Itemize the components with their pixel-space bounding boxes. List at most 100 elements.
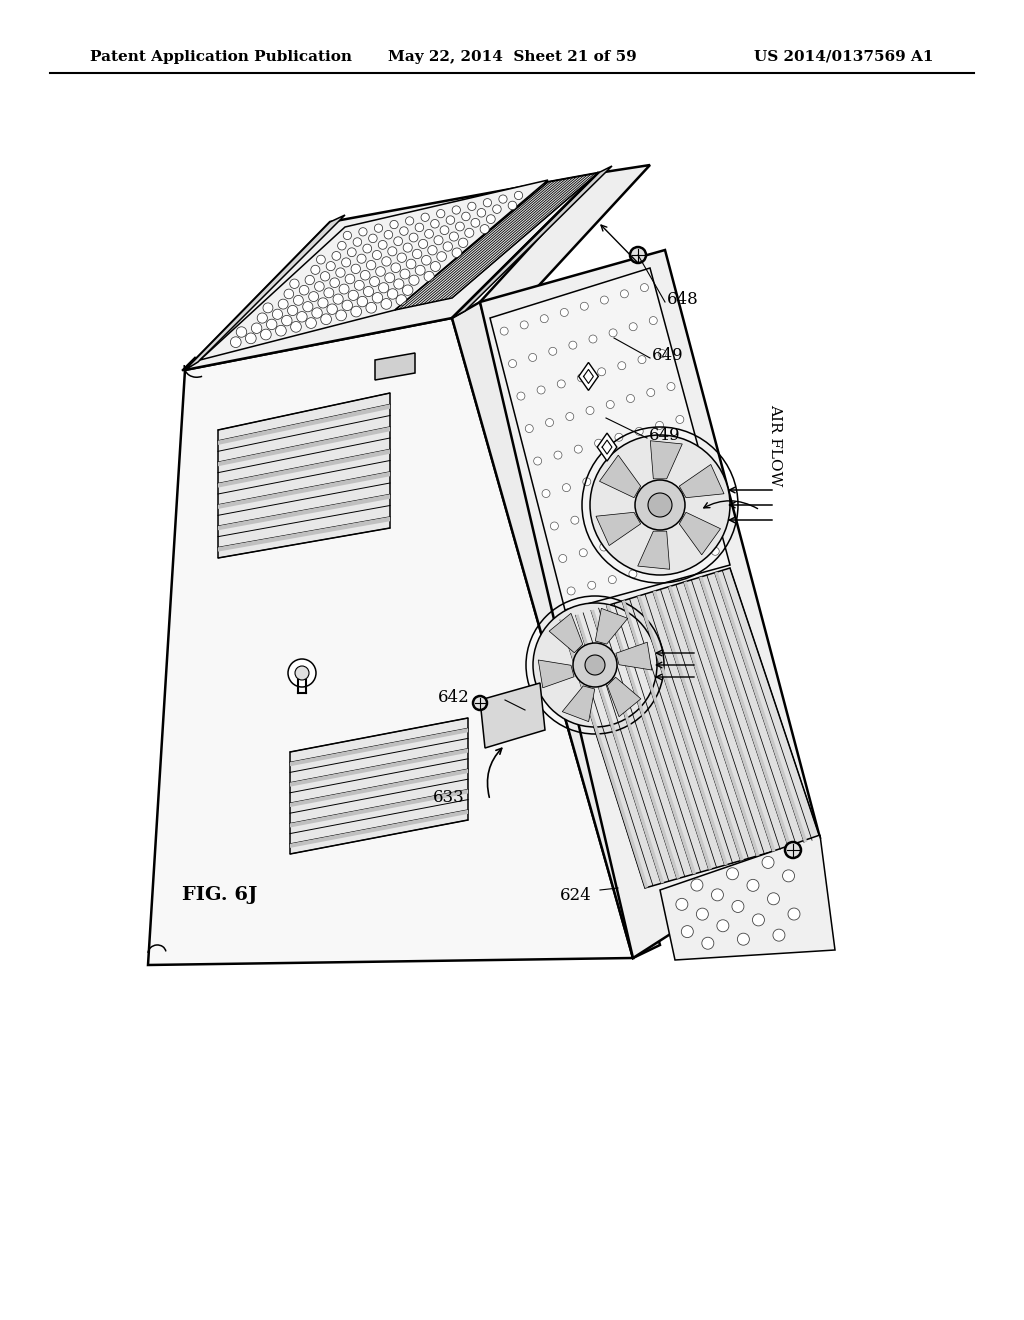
Circle shape [299,285,309,294]
Circle shape [330,279,340,288]
Circle shape [554,451,562,459]
Polygon shape [395,173,598,310]
Text: 642: 642 [438,689,470,706]
Circle shape [648,492,672,517]
Polygon shape [218,426,390,466]
Circle shape [327,261,335,271]
Circle shape [409,275,419,285]
Circle shape [647,388,654,396]
Circle shape [230,337,241,347]
Circle shape [376,267,385,276]
Circle shape [673,487,681,495]
Circle shape [387,289,397,300]
Circle shape [608,576,616,583]
Circle shape [641,532,649,540]
Circle shape [347,248,356,256]
Polygon shape [452,302,660,958]
Circle shape [681,925,693,937]
Polygon shape [599,455,641,498]
Circle shape [311,265,319,275]
Circle shape [477,209,485,216]
Polygon shape [480,249,820,958]
Circle shape [549,347,557,355]
Circle shape [617,362,626,370]
Circle shape [473,696,487,710]
Circle shape [297,312,307,322]
Circle shape [366,302,377,313]
Polygon shape [596,512,641,545]
Circle shape [288,305,298,315]
Polygon shape [290,770,468,807]
Circle shape [559,554,566,562]
Polygon shape [591,610,680,879]
Polygon shape [679,465,724,498]
Circle shape [600,543,608,550]
Circle shape [421,213,429,222]
Polygon shape [185,173,598,370]
Circle shape [690,553,698,561]
Circle shape [369,234,377,243]
Polygon shape [480,682,545,748]
Circle shape [767,892,779,904]
Circle shape [388,247,397,256]
Circle shape [452,248,462,257]
Text: 649: 649 [649,428,681,445]
Circle shape [655,421,664,429]
Circle shape [311,308,323,318]
Circle shape [598,368,605,376]
Circle shape [640,284,648,292]
Polygon shape [615,643,652,671]
Polygon shape [290,748,468,787]
Text: FIG. 6J: FIG. 6J [182,886,258,904]
Circle shape [785,842,801,858]
Circle shape [290,279,299,288]
Circle shape [406,216,414,224]
Polygon shape [185,215,345,370]
Text: 648: 648 [667,292,698,309]
Circle shape [632,499,640,507]
Text: 649: 649 [652,346,684,363]
Circle shape [282,315,292,326]
Circle shape [691,879,702,891]
Circle shape [385,273,394,282]
Circle shape [676,416,684,424]
Circle shape [295,667,309,680]
Circle shape [528,354,537,362]
Circle shape [354,280,365,290]
Circle shape [621,290,629,298]
Circle shape [534,603,657,727]
Circle shape [345,275,354,284]
Circle shape [339,284,349,294]
Circle shape [336,310,346,321]
Circle shape [462,213,470,220]
Circle shape [272,309,283,319]
Circle shape [413,249,422,259]
Circle shape [667,383,675,391]
Circle shape [397,253,407,263]
Circle shape [288,659,316,686]
Circle shape [638,355,646,363]
Circle shape [560,309,568,317]
Circle shape [399,227,409,235]
Circle shape [246,333,256,343]
Circle shape [500,327,508,335]
Circle shape [332,252,341,260]
Circle shape [391,263,400,272]
Circle shape [600,296,608,304]
Polygon shape [375,352,415,380]
Circle shape [508,201,517,210]
Circle shape [360,271,370,280]
Circle shape [629,570,637,578]
Circle shape [419,239,428,248]
Circle shape [480,224,489,234]
Circle shape [585,655,605,675]
Text: May 22, 2014  Sheet 21 of 59: May 22, 2014 Sheet 21 of 59 [388,50,636,63]
Polygon shape [549,614,583,653]
Circle shape [422,256,431,265]
Circle shape [456,222,464,231]
Circle shape [394,236,402,246]
Text: 624: 624 [560,887,592,903]
Circle shape [581,302,589,310]
Polygon shape [637,595,728,866]
Circle shape [370,277,380,286]
